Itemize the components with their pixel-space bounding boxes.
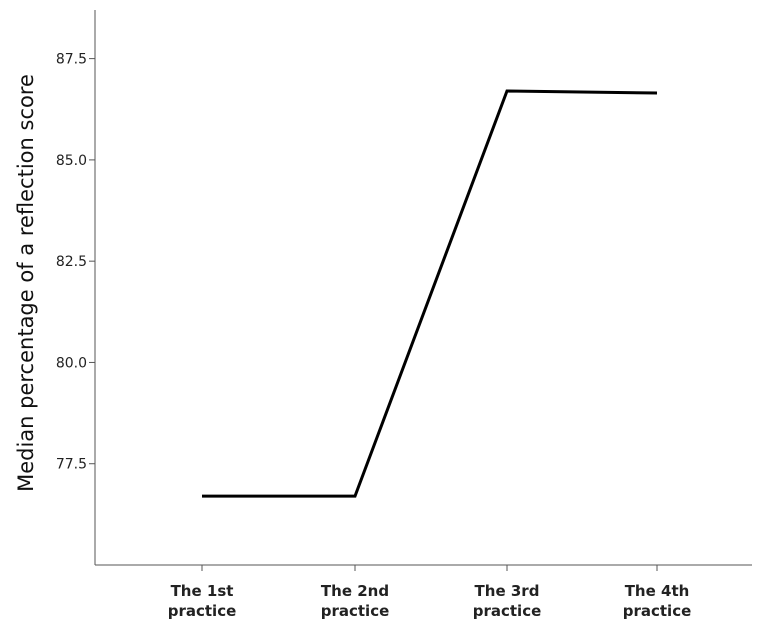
series-line	[202, 89, 658, 498]
x-tick-label-line: The 4th	[625, 582, 690, 600]
x-tick-label-line: practice	[623, 602, 692, 620]
x-tick-label: The 4th practice	[623, 582, 692, 620]
x-tick-label-line: The 3rd	[475, 582, 540, 600]
y-tick-label: 77.5	[56, 457, 87, 473]
x-tick-label-line: practice	[321, 602, 390, 620]
x-ticks: The 1st practice The 2nd practice The 3rd pra…	[168, 565, 692, 620]
y-tick-label: 85.0	[56, 153, 87, 169]
y-axis-title: Median percentage of a reflection score	[14, 74, 38, 492]
axes	[94, 10, 752, 566]
x-tick-label: The 2nd practice	[321, 582, 390, 620]
y-tick-label: 80.0	[56, 355, 87, 371]
plot-area	[202, 89, 658, 498]
y-ticks: 77.5 80.0 82.5 85.0 87.5	[56, 52, 95, 473]
y-tick-label: 87.5	[56, 52, 87, 68]
x-tick-label: The 1st practice	[168, 582, 237, 620]
x-tick-label-line: The 1st	[171, 582, 234, 600]
y-tick-label: 82.5	[56, 254, 87, 270]
x-tick-label-line: practice	[473, 602, 542, 620]
x-tick-label-line: practice	[168, 602, 237, 620]
x-tick-label-line: The 2nd	[321, 582, 389, 600]
x-tick-label: The 3rd practice	[473, 582, 542, 620]
